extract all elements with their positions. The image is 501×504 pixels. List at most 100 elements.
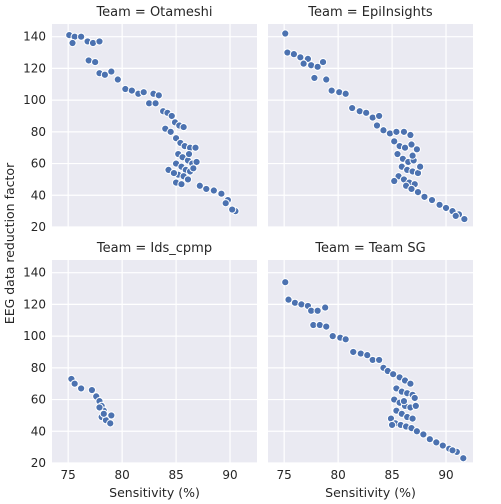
data-point	[99, 409, 108, 418]
data-point	[166, 127, 175, 136]
x-axis-label-right: Sensitivity (%)	[325, 485, 416, 500]
data-point	[91, 57, 100, 67]
data-point	[408, 151, 417, 160]
data-point	[451, 211, 460, 220]
data-point	[209, 186, 218, 195]
x-tick-label: 90	[222, 468, 237, 482]
y-tick-label: 80	[31, 125, 46, 139]
y-tick-label: 40	[31, 424, 46, 438]
data-point	[341, 89, 350, 98]
data-point	[387, 420, 397, 430]
data-point	[281, 29, 290, 38]
panel-title: Team = Team SG	[314, 241, 425, 256]
data-point	[100, 70, 109, 79]
x-tick-label: 85	[168, 468, 183, 482]
data-point	[151, 99, 160, 108]
data-point	[400, 143, 410, 152]
data-point	[313, 306, 322, 315]
data-point	[322, 322, 331, 331]
panel-3: Team = Ids_cpmp 20 40 60 80 100 120 140 75 80 85 90	[23, 241, 257, 482]
data-point	[420, 192, 429, 201]
data-point	[362, 108, 371, 117]
data-point	[407, 140, 416, 149]
data-point	[192, 157, 201, 167]
data-point	[322, 75, 331, 84]
data-point	[310, 73, 319, 83]
data-point	[412, 427, 421, 436]
y-tick-label: 40	[31, 188, 46, 202]
data-point	[321, 303, 330, 312]
y-tick-label: 120	[23, 61, 46, 75]
data-point	[459, 454, 468, 463]
x-tick-label: 90	[438, 468, 453, 482]
data-point	[407, 184, 416, 194]
data-point	[127, 86, 136, 95]
data-point	[167, 111, 176, 121]
data-point	[107, 67, 116, 76]
data-point	[195, 181, 204, 190]
x-tick-label: 85	[384, 468, 399, 482]
x-tick-label: 75	[277, 468, 292, 482]
data-point	[318, 57, 328, 67]
data-point	[296, 53, 305, 62]
y-tick-label: 100	[23, 93, 46, 107]
data-point	[390, 137, 399, 146]
data-point	[425, 435, 434, 444]
data-point	[95, 403, 104, 412]
y-tick-label: 140	[23, 266, 46, 280]
data-point	[412, 145, 421, 154]
y-tick-label: 20	[31, 220, 46, 234]
y-tick-label: 100	[23, 329, 46, 343]
panel-1: Team = Otameshi 20 40 60 80 100 120 140	[23, 5, 257, 234]
data-point	[68, 38, 77, 48]
data-point	[399, 397, 409, 406]
data-point	[341, 335, 350, 344]
data-point	[399, 127, 409, 136]
x-tick-label: 80	[330, 468, 345, 482]
data-point	[202, 184, 211, 194]
data-point	[284, 295, 293, 304]
data-point	[375, 355, 384, 365]
data-point	[448, 446, 457, 455]
data-point	[438, 441, 447, 450]
panel-title: Team = Otameshi	[95, 5, 212, 20]
data-point	[313, 62, 322, 71]
data-point	[189, 164, 198, 173]
x-tick-label: 75	[61, 468, 76, 482]
data-point	[87, 385, 97, 395]
y-tick-label: 140	[23, 30, 46, 44]
data-point	[460, 214, 469, 224]
data-point	[281, 278, 290, 287]
data-point	[191, 143, 200, 152]
data-point	[177, 180, 186, 189]
y-tick-label: 80	[31, 361, 46, 375]
data-point	[410, 393, 419, 403]
data-point	[406, 379, 415, 388]
x-axis-label-left: Sensitivity (%)	[109, 485, 200, 500]
data-point	[427, 195, 437, 205]
data-point	[154, 91, 163, 100]
data-point	[348, 103, 357, 113]
data-point	[107, 411, 116, 420]
panel-2: Team = EpiInsights	[268, 5, 473, 228]
data-point	[289, 50, 298, 59]
x-tick-label: 80	[114, 468, 129, 482]
data-point	[406, 130, 415, 140]
data-point	[70, 379, 79, 388]
data-point	[77, 384, 86, 393]
data-point	[416, 162, 425, 171]
data-point	[113, 75, 122, 84]
data-point	[228, 205, 237, 214]
data-point	[328, 332, 337, 341]
data-point	[77, 32, 86, 41]
panel-4: Team = Team SG 75 80 85 90	[268, 241, 473, 482]
data-point	[419, 430, 428, 439]
data-point	[106, 419, 115, 428]
facet-panels: Team = Otameshi 20 40 60 80 100 120 140 Team = E…	[23, 5, 473, 482]
panel-title: Team = EpiInsights	[307, 5, 433, 20]
data-point	[299, 59, 308, 68]
data-point	[390, 176, 399, 186]
data-point	[413, 188, 423, 197]
data-point	[411, 401, 420, 411]
